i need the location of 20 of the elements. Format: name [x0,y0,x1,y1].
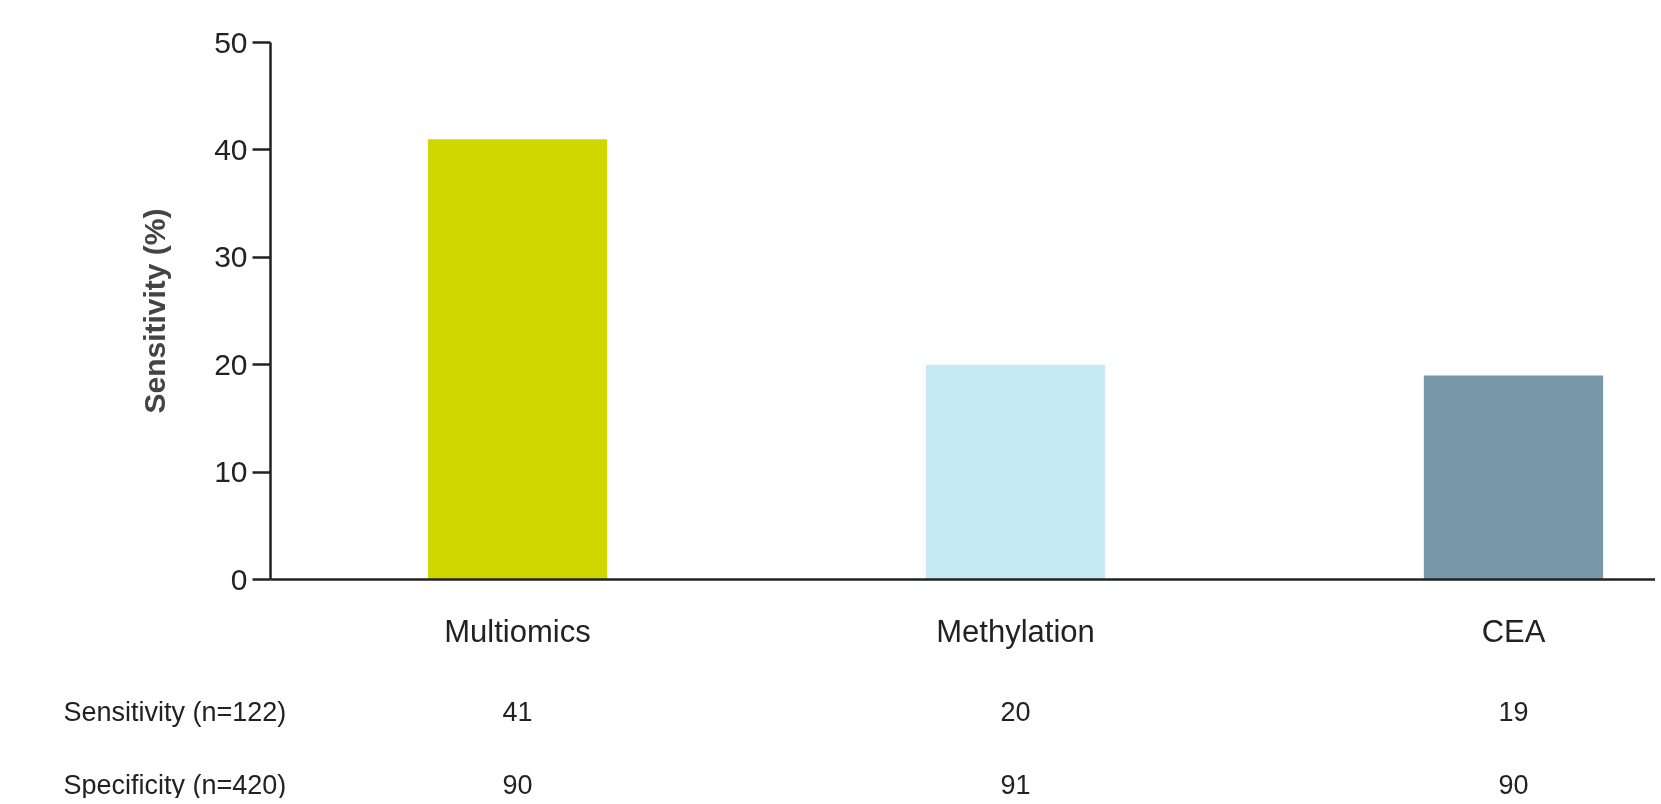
data-label: 41 [502,697,533,727]
text: 90 [502,770,533,800]
text: 91 [1000,770,1031,800]
y-tick-label: 40 [214,132,248,166]
x-tick-label: Methylation [936,613,1095,649]
x-tick-label: CEA [1481,613,1546,649]
y-tick-label: 0 [230,562,248,596]
y-tick-label: 20 [214,347,248,381]
y-tick-label: 10 [214,455,248,489]
bar [925,364,1106,580]
data-label: 19 [1498,697,1529,727]
y-tick-label: 50 [214,25,248,59]
y-tick-label: 30 [214,240,248,274]
y-axis-title: Sensitivity (%) [138,208,172,414]
x-tick-label: Multiomics [444,613,591,649]
bar [1423,375,1604,580]
text: 90 [1498,770,1529,800]
text: Sensitivity (n=122) [63,696,287,727]
bar [427,139,608,580]
data-label: 20 [1000,697,1031,727]
